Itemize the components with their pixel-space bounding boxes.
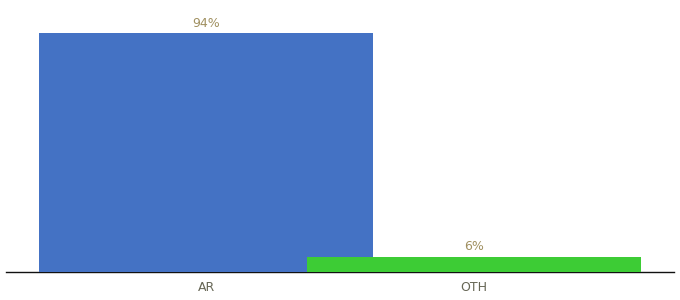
Bar (39, 33, 373, 272)
Text: 6%: 6% (464, 240, 483, 253)
Text: 94%: 94% (192, 16, 220, 30)
Bar (307, 256, 641, 272)
